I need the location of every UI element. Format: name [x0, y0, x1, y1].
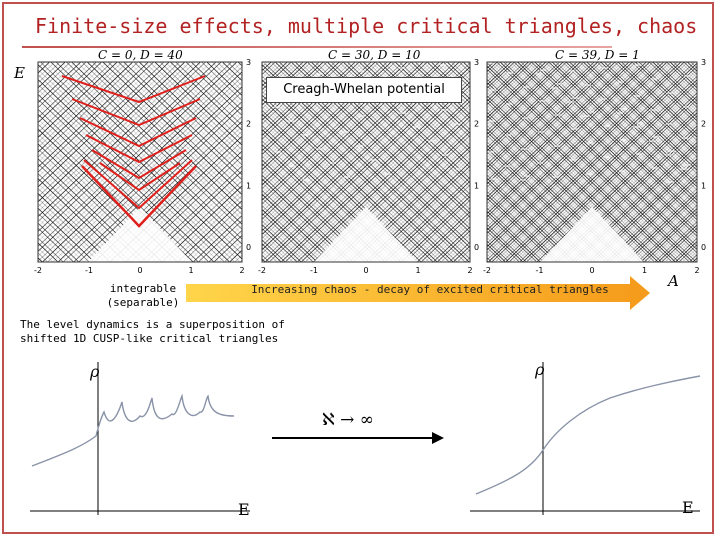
right-rho-label: ρ [535, 360, 545, 379]
slide-title: Finite-size effects, multiple critical t… [35, 14, 698, 38]
limit-arrow-head [432, 432, 444, 444]
critical-triangle [61, 75, 206, 104]
integrable-label: integrable (separable) [98, 282, 188, 310]
x-tick-label: 1 [642, 266, 647, 275]
y-tick-label: 1 [701, 181, 706, 190]
x-tick-label: 1 [415, 266, 420, 275]
integrable-line-2: (separable) [106, 296, 180, 309]
critical-triangle [85, 134, 193, 164]
y-tick-label: 0 [701, 243, 706, 252]
panel-border [486, 61, 698, 263]
left-energy-label: E [238, 500, 250, 519]
chaos-arrow-text: Increasing chaos - decay of excited crit… [251, 283, 609, 296]
y-tick-label: 3 [701, 58, 706, 67]
y-tick-label: 1 [474, 181, 479, 190]
panel-1-label: C = 0, D = 40 [98, 48, 183, 62]
left-rho-label: ρ [90, 362, 100, 381]
ground-triangle [314, 207, 418, 262]
limit-arrow [272, 432, 444, 444]
main-critical-triangle [81, 165, 197, 228]
integrable-density-curve [31, 393, 235, 467]
critical-triangle [83, 159, 193, 210]
panel-2-label: C = 30, D = 10 [328, 48, 421, 62]
y-tick-label: 1 [246, 181, 251, 190]
spectrum-panel-3: -2 -1 0 1 2 0 1 2 3 [483, 58, 706, 275]
y-tick-label: 3 [474, 58, 479, 67]
ground-triangle [540, 207, 644, 262]
integrable-line-1: integrable [109, 282, 177, 295]
y-tick-label: 0 [246, 243, 251, 252]
x-tick-label: 2 [467, 266, 472, 275]
chaotic-density-plot [470, 362, 701, 515]
chaos-arrow [186, 276, 650, 310]
x-tick-label: 0 [363, 266, 368, 275]
x-tick-label: 0 [589, 266, 594, 275]
right-energy-label: E [682, 498, 694, 517]
critical-triangle [71, 98, 201, 127]
level-dynamics-line-2: shifted 1D CUSP-like critical triangles [20, 332, 279, 345]
panel-3-label: C = 39, D = 1 [555, 48, 640, 62]
critical-triangle [91, 149, 187, 180]
x-tick-label: -1 [85, 266, 93, 275]
level-dynamics-line-1: The level dynamics is a superposition of [20, 318, 285, 331]
x-tick-label: 1 [188, 266, 193, 275]
critical-triangle [99, 162, 181, 192]
energy-axis-label: E [14, 64, 25, 82]
x-tick-label: -1 [310, 266, 318, 275]
panel-border [261, 61, 471, 263]
x-tick-label: -1 [536, 266, 544, 275]
y-tick-label: 2 [474, 120, 479, 129]
x-tick-label: 2 [694, 266, 699, 275]
chaotic-density-curve [475, 375, 701, 495]
level-dynamics-note: The level dynamics is a superposition of… [20, 318, 285, 346]
y-tick-label: 2 [246, 120, 251, 129]
thermodynamic-limit-label: ℵ → ∞ [322, 410, 374, 430]
ground-triangle [88, 207, 192, 262]
spectrum-panel-1: -2 -1 0 1 2 0 1 2 3 [34, 58, 251, 275]
creagh-whelan-label: Creagh-Whelan potential [266, 77, 462, 103]
x-tick-label: 2 [239, 266, 244, 275]
integrable-density-plot [30, 362, 250, 515]
x-tick-label: 0 [137, 266, 142, 275]
y-tick-label: 2 [701, 120, 706, 129]
x-tick-label: -2 [258, 266, 266, 275]
panel-border [37, 61, 243, 263]
title-underline [22, 46, 612, 48]
x-tick-label: -2 [483, 266, 491, 275]
critical-triangle [79, 117, 197, 148]
control-axis-label: A [668, 272, 679, 290]
spectrum-lines-3 [487, 62, 697, 262]
critical-triangles [61, 75, 206, 228]
slide-frame [2, 2, 714, 534]
y-tick-label: 0 [474, 243, 479, 252]
x-tick-label: -2 [34, 266, 42, 275]
y-tick-label: 3 [246, 58, 251, 67]
chaos-arrow-shape [186, 276, 650, 310]
